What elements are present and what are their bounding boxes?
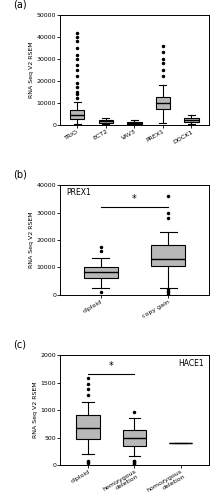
Y-axis label: RNA Seq V2 RSEM: RNA Seq V2 RSEM	[29, 212, 34, 268]
PathPatch shape	[184, 118, 199, 122]
PathPatch shape	[123, 430, 146, 446]
PathPatch shape	[70, 110, 84, 120]
PathPatch shape	[151, 246, 185, 266]
Text: (a): (a)	[13, 0, 26, 10]
PathPatch shape	[76, 414, 100, 438]
Text: HACE1: HACE1	[178, 358, 204, 368]
Text: (b): (b)	[13, 170, 27, 179]
Text: *: *	[132, 194, 137, 204]
Y-axis label: RNA Seq V2 RSEM: RNA Seq V2 RSEM	[33, 382, 38, 438]
Text: PREX1: PREX1	[66, 188, 91, 198]
PathPatch shape	[84, 268, 118, 278]
PathPatch shape	[127, 122, 141, 124]
PathPatch shape	[99, 120, 113, 123]
Text: *: *	[109, 361, 114, 371]
PathPatch shape	[156, 98, 170, 110]
Text: (c): (c)	[13, 340, 26, 350]
Y-axis label: RNA Seq V2 RSEM: RNA Seq V2 RSEM	[29, 42, 34, 98]
